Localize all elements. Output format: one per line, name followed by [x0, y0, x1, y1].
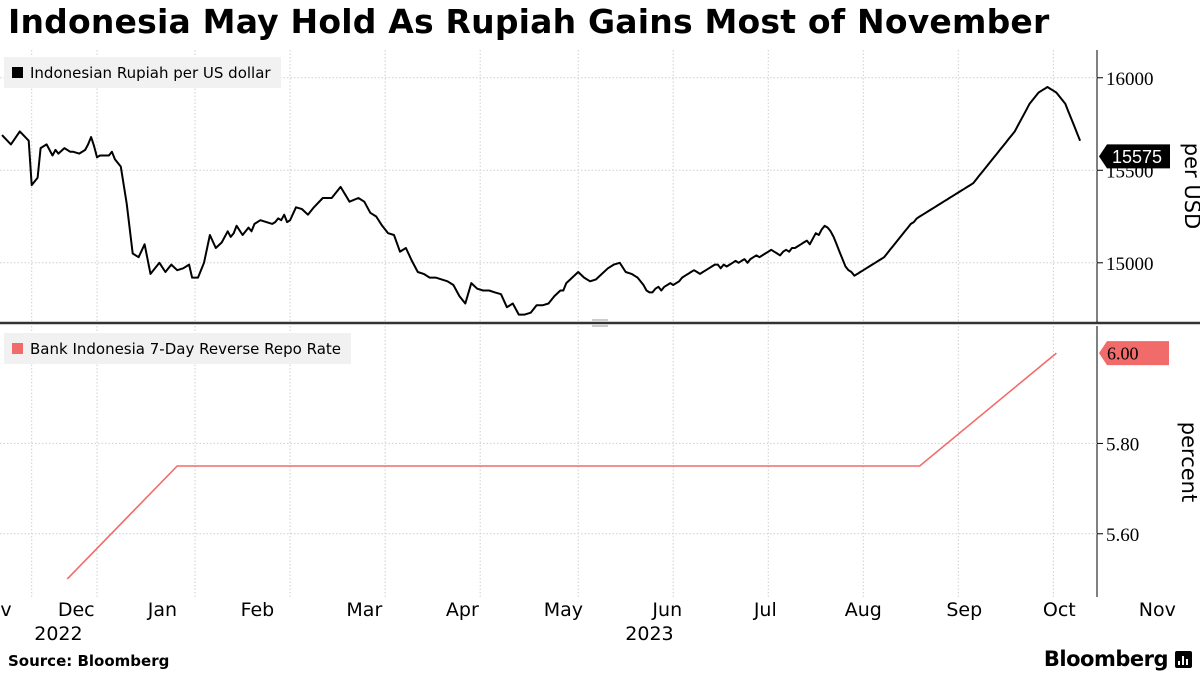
bloomberg-logo: Bloomberg	[1044, 647, 1192, 671]
y-tick-label: 5.80	[1106, 434, 1139, 455]
x-month-label: Aug	[845, 599, 882, 621]
repo-last-value-badge: 6.00	[1099, 341, 1169, 366]
rupiah-last-value-badge-shape	[1099, 144, 1170, 169]
bottom-panel-grid	[31, 326, 1054, 597]
x-month-label: Apr	[446, 599, 479, 621]
x-month-label: Sep	[946, 599, 982, 621]
brand-wordmark: Bloomberg	[1043, 647, 1169, 671]
chart-title: Indonesia May Hold As Rupiah Gains Most …	[8, 2, 1050, 41]
x-month-label: Oct	[1043, 599, 1076, 621]
rupiah-y-axis-label: per USD	[1180, 143, 1200, 229]
y-tick-label: 5.60	[1106, 525, 1139, 546]
repo-legend-swatch	[12, 343, 23, 354]
x-month-label: Nov	[1139, 599, 1176, 621]
repo-y-axis-label: percent	[1177, 422, 1200, 502]
repo-last-value-badge-shape	[1099, 341, 1169, 366]
repo-rate-series-line	[66, 352, 1057, 580]
y-tick-label: 15000	[1106, 254, 1154, 275]
rupiah-legend: Indonesian Rupiah per US dollar	[4, 57, 281, 88]
rupiah-series-line	[1, 86, 1082, 316]
rupiah-legend-swatch	[12, 67, 23, 78]
x-month-label: Jul	[753, 599, 777, 621]
top-panel-grid	[31, 50, 1054, 322]
repo-legend: Bank Indonesia 7-Day Reverse Repo Rate	[4, 333, 351, 364]
rupiah-legend-label: Indonesian Rupiah per US dollar	[30, 63, 271, 82]
bloomberg-terminal-icon	[1175, 650, 1192, 668]
rupiah-last-value-label: 15575	[1112, 147, 1162, 167]
x-month-label: Jan	[147, 599, 177, 621]
x-year-label: 2022	[34, 623, 82, 645]
x-month-label: May	[544, 599, 583, 621]
repo-y-ticks: 5.60 5.80	[0, 434, 1139, 546]
x-month-label: Nov	[0, 599, 12, 621]
x-month-label: Dec	[58, 599, 95, 621]
repo-last-value-label: 6.00	[1107, 344, 1139, 364]
x-year-label: 2023	[625, 623, 673, 645]
y-tick-label: 16000	[1106, 69, 1154, 90]
x-month-label: Jun	[651, 599, 682, 621]
repo-legend-label: Bank Indonesia 7-Day Reverse Repo Rate	[30, 339, 341, 358]
x-axis-labels: Nov Dec Jan Feb Mar Apr May Jun Jul Aug Sep Oct Nov 2…	[0, 599, 1176, 645]
x-month-label: Mar	[346, 599, 382, 621]
rupiah-last-value-badge: 15575	[1099, 144, 1170, 169]
x-month-label: Feb	[241, 599, 275, 621]
source-note: Source: Bloomberg	[8, 652, 170, 670]
